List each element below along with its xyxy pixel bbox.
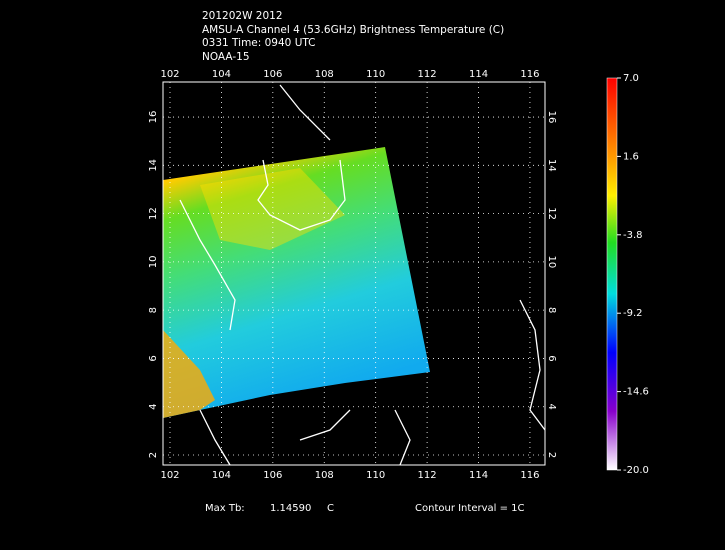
footer: Max Tb: 1.14590 C Contour Interval = 1C	[205, 503, 525, 514]
lat-label-right: 6	[546, 355, 557, 361]
lon-label-bottom: 102	[160, 470, 179, 481]
title-line: 201202W 2012	[202, 10, 283, 22]
warm-region	[163, 330, 215, 418]
lon-label-top: 116	[520, 69, 539, 80]
contour-interval: Contour Interval = 1C	[415, 503, 525, 514]
lat-label-left: 14	[148, 159, 159, 172]
max-unit: C	[327, 503, 334, 514]
title-line: NOAA-15	[202, 51, 250, 63]
lat-label-left: 8	[148, 307, 159, 313]
title-line: 0331 Time: 0940 UTC	[202, 37, 316, 49]
lon-label-top: 106	[263, 69, 282, 80]
lon-label-top: 114	[469, 69, 488, 80]
lon-label-bottom: 114	[469, 470, 488, 481]
lon-label-top: 104	[212, 69, 231, 80]
lat-label-left: 10	[148, 256, 159, 269]
lat-label-right: 4	[546, 404, 557, 410]
lon-label-bottom: 116	[520, 470, 539, 481]
colorbar-label: -9.2	[623, 308, 643, 319]
map-frame	[162, 81, 546, 466]
axes: 1021021041041061061081081101101121121141…	[148, 69, 557, 481]
lat-label-right: 2	[546, 452, 557, 458]
lat-label-right: 8	[546, 307, 557, 313]
lon-label-bottom: 108	[315, 470, 334, 481]
lon-label-top: 110	[366, 69, 385, 80]
max-label: Max Tb:	[205, 503, 245, 514]
lat-label-left: 6	[148, 355, 159, 361]
max-value: 1.14590	[270, 503, 311, 514]
warm-region	[200, 168, 345, 250]
lat-label-left: 4	[148, 404, 159, 410]
lon-label-top: 112	[418, 69, 437, 80]
lat-label-right: 16	[546, 111, 557, 124]
colorbar	[606, 77, 618, 471]
colorbar-labels: 7.0 1.6 -3.8 -9.2 -14.6 -20.0	[617, 73, 649, 476]
title-line: AMSU-A Channel 4 (53.6GHz) Brightness Te…	[202, 24, 504, 36]
colorbar-label: -14.6	[623, 387, 649, 398]
colorbar-label: 7.0	[623, 73, 639, 84]
lon-label-bottom: 104	[212, 470, 231, 481]
lon-label-top: 108	[315, 69, 334, 80]
lat-label-left: 16	[148, 111, 159, 124]
colorbar-label: -20.0	[623, 465, 649, 476]
lon-label-bottom: 112	[418, 470, 437, 481]
lat-label-left: 2	[148, 452, 159, 458]
title: 201202W 2012 AMSU-A Channel 4 (53.6GHz) …	[202, 10, 504, 63]
lon-label-bottom: 110	[366, 470, 385, 481]
lat-label-right: 10	[546, 256, 557, 269]
colorbar-label: 1.6	[623, 151, 639, 162]
lat-label-right: 14	[546, 159, 557, 172]
colorbar-label: -3.8	[623, 230, 643, 241]
lon-label-top: 102	[160, 69, 179, 80]
lon-label-bottom: 106	[263, 470, 282, 481]
lat-label-left: 12	[148, 207, 159, 220]
lat-label-right: 12	[546, 207, 557, 220]
data-swath	[163, 147, 430, 418]
coastline	[179, 84, 546, 466]
